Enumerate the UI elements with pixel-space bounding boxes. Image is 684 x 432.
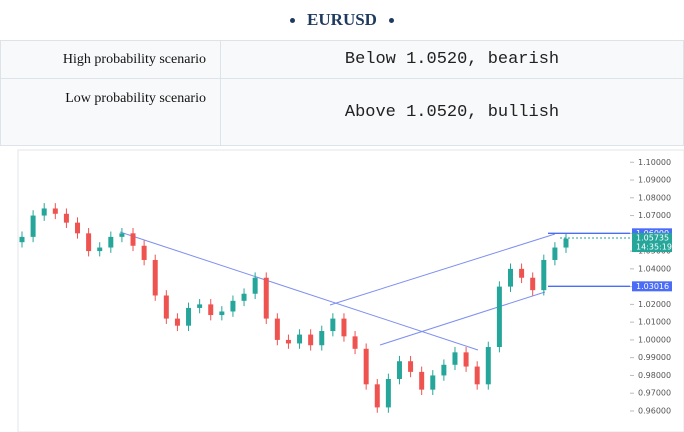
y-tick-label: 0.98000 xyxy=(638,371,671,380)
y-tick-label: 0.97000 xyxy=(638,389,671,398)
candle-body xyxy=(396,361,402,379)
y-tick-label: 1.02000 xyxy=(638,300,671,309)
candle-body xyxy=(208,304,214,316)
candle-body xyxy=(263,277,269,319)
candle-body xyxy=(430,375,436,390)
header: EURUSD xyxy=(0,0,684,40)
candle-body xyxy=(219,311,225,316)
candle-body xyxy=(552,247,558,260)
candle-body xyxy=(285,339,291,344)
candle-body xyxy=(507,268,513,287)
candle-body xyxy=(30,215,36,237)
candle-body xyxy=(452,352,458,365)
trend-line xyxy=(379,291,546,346)
price-tag-time: 14:35:19 xyxy=(636,243,672,252)
y-tick-label: 1.10000 xyxy=(638,158,671,167)
candle-body xyxy=(297,334,303,344)
price-tag xyxy=(632,233,672,253)
candle-body xyxy=(230,300,236,312)
title: EURUSD xyxy=(307,10,377,29)
candle-body xyxy=(174,318,180,326)
y-tick-label: 1.09000 xyxy=(638,176,671,185)
candle-body xyxy=(108,236,114,248)
y-tick-label: 0.96000 xyxy=(638,406,671,415)
candle-body xyxy=(319,331,325,346)
candle-body xyxy=(408,361,414,372)
trend-line xyxy=(119,231,479,351)
chart-frame xyxy=(17,149,684,432)
candle-body xyxy=(463,352,469,367)
candle-body xyxy=(474,366,480,385)
candle-body xyxy=(152,259,158,296)
candle-body xyxy=(241,293,247,301)
trend-line xyxy=(329,233,556,306)
candle-body xyxy=(363,348,369,385)
candle-body xyxy=(519,268,525,278)
candle-body xyxy=(63,213,69,223)
cell: Below 1.0520, bearish xyxy=(220,40,684,79)
candle-body xyxy=(441,364,447,376)
scenario-table: High probability scenario Below 1.0520, b… xyxy=(0,40,684,146)
candle-body xyxy=(274,318,280,340)
candle-body xyxy=(52,208,58,214)
candle-body xyxy=(530,277,536,291)
candle-body xyxy=(141,245,147,260)
candle-body xyxy=(485,347,491,385)
candle-body xyxy=(86,233,92,252)
candle-body xyxy=(541,259,547,291)
price-tag xyxy=(632,281,672,292)
candle-body xyxy=(119,233,125,237)
price-tag-label: 1.03016 xyxy=(636,282,669,291)
candle-body xyxy=(75,222,81,234)
y-tick-label: 1.04000 xyxy=(638,264,671,273)
candle-body xyxy=(252,277,258,294)
cell: Above 1.0520, bullish xyxy=(220,78,684,146)
cell: Low probability scenario xyxy=(0,78,221,146)
candle-body xyxy=(496,286,502,348)
y-tick-label: 1.07000 xyxy=(638,211,671,220)
y-tick-label: 1.01000 xyxy=(638,318,671,327)
price-tag-label: 1.05735 xyxy=(636,234,669,243)
y-tick-label: 0.99000 xyxy=(638,353,671,362)
candle-body xyxy=(308,334,314,346)
candle-body xyxy=(385,378,391,408)
candle-body xyxy=(130,233,136,246)
candle-body xyxy=(41,208,47,216)
candle-body xyxy=(197,304,203,308)
candle-body xyxy=(352,336,358,349)
cell: High probability scenario xyxy=(0,40,221,79)
candle-body xyxy=(341,318,347,337)
candle-body xyxy=(419,371,425,390)
candle-body xyxy=(97,247,103,252)
y-tick-label: 1.00000 xyxy=(638,335,671,344)
candle-body xyxy=(563,238,569,248)
candle-body xyxy=(19,236,25,243)
candle-body xyxy=(163,295,169,319)
candle-body xyxy=(330,318,336,332)
candle-body xyxy=(186,307,192,326)
candle-body xyxy=(374,384,380,408)
y-tick-label: 1.08000 xyxy=(638,193,671,202)
